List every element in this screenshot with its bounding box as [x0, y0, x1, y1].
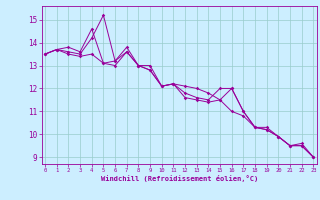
- X-axis label: Windchill (Refroidissement éolien,°C): Windchill (Refroidissement éolien,°C): [100, 175, 258, 182]
